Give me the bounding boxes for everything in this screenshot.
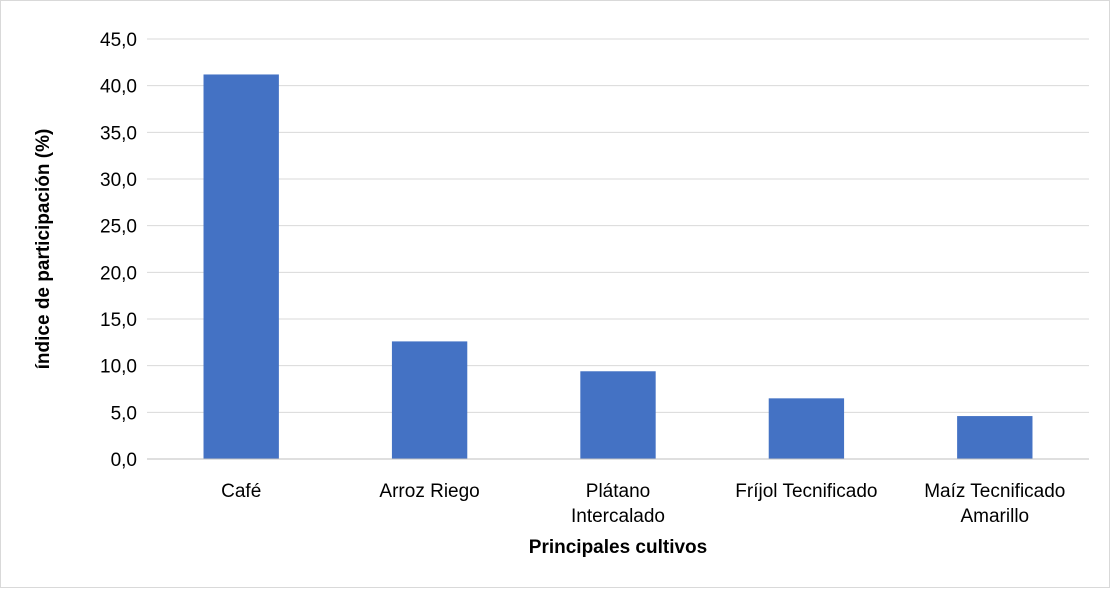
y-tick-label: 5,0 xyxy=(111,403,137,424)
x-tick-label: Plátano Intercalado xyxy=(571,481,665,527)
y-tick-label: 0,0 xyxy=(111,450,137,471)
y-tick-label: 25,0 xyxy=(100,217,137,238)
x-axis-title: Principales cultivos xyxy=(529,537,707,558)
x-axis-ticks: Café Arroz Riego Plátano Intercalado Fríjol … xyxy=(221,481,1065,527)
y-tick-label: 20,0 xyxy=(100,263,137,284)
bar xyxy=(580,371,656,459)
y-tick-label: 15,0 xyxy=(100,310,137,331)
y-tick-label: 45,0 xyxy=(100,30,137,51)
bar xyxy=(768,398,845,459)
y-axis-title: índice de participación (%) xyxy=(33,129,54,370)
y-tick-label: 40,0 xyxy=(100,77,137,98)
y-axis-ticks: 0,0 5,0 10,0 15,0 20,0 25,0 30,0 35,0 40,0 45,0 xyxy=(100,30,137,471)
bars xyxy=(203,74,1033,459)
y-tick-label: 30,0 xyxy=(100,170,137,191)
x-tick-label: Arroz Riego xyxy=(379,481,479,502)
gridlines xyxy=(147,38,1089,413)
x-tick-label: Café xyxy=(221,481,261,502)
bar xyxy=(957,416,1033,459)
y-tick-label: 35,0 xyxy=(100,123,137,144)
bar xyxy=(203,74,279,459)
x-tick-label: Fríjol Tecnificado xyxy=(735,481,877,502)
bar xyxy=(391,341,468,459)
x-tick-label: Maíz Tecnificado Amarillo xyxy=(924,481,1065,527)
y-tick-label: 10,0 xyxy=(100,357,137,378)
